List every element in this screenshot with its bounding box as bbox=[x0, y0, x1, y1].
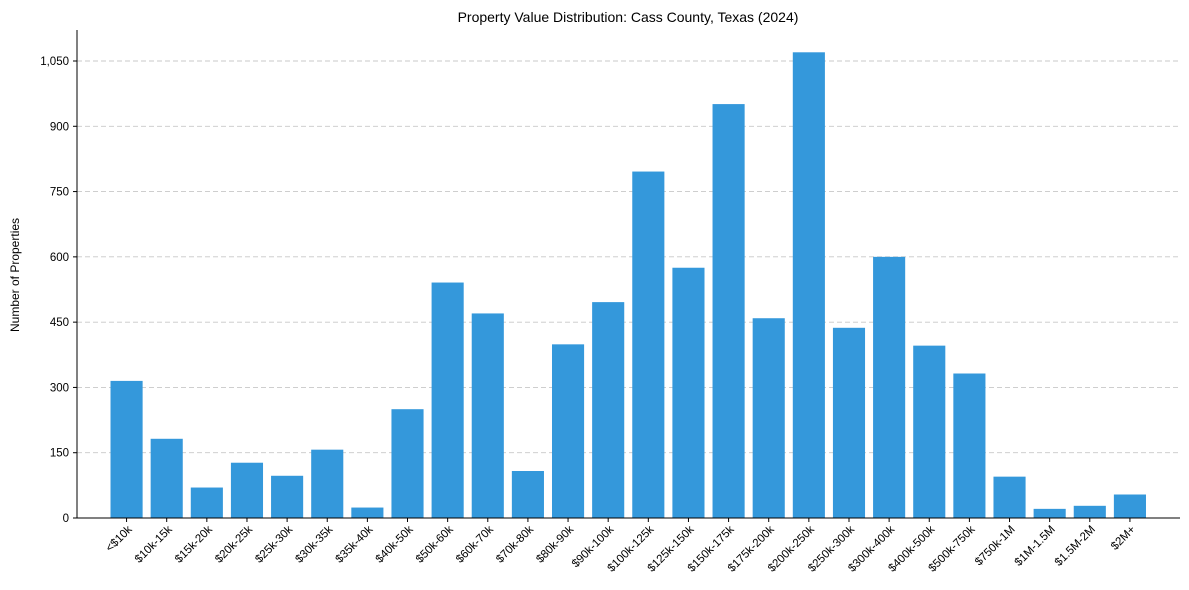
bars bbox=[110, 52, 1146, 519]
bar bbox=[913, 345, 946, 518]
y-tick-label: 150 bbox=[50, 448, 69, 460]
bar bbox=[471, 313, 504, 518]
bar bbox=[511, 470, 544, 518]
y-tick-label: 600 bbox=[50, 252, 69, 264]
bar bbox=[190, 487, 223, 518]
gridlines bbox=[77, 60, 1180, 454]
bar bbox=[672, 267, 705, 518]
x-tick-label: $60k-70k bbox=[454, 523, 496, 565]
y-axis-label: Number of Properties bbox=[8, 218, 22, 332]
bar bbox=[230, 462, 264, 518]
bar bbox=[993, 476, 1026, 518]
bar bbox=[391, 409, 424, 518]
bar bbox=[311, 449, 344, 518]
bar bbox=[752, 318, 785, 518]
y-tick-label: 0 bbox=[63, 513, 69, 525]
bar bbox=[712, 104, 745, 519]
x-tick-label: $750k-1M bbox=[973, 524, 1018, 569]
bar bbox=[551, 344, 585, 518]
y-tick-label: 1,050 bbox=[40, 56, 69, 68]
x-tick-label: <$10k bbox=[104, 523, 135, 554]
bar bbox=[271, 475, 304, 518]
bar bbox=[953, 373, 986, 518]
bar bbox=[1073, 505, 1106, 518]
x-tick-label: $1.5M-2M bbox=[1053, 524, 1098, 569]
x-tick-label: $1M-1.5M bbox=[1013, 524, 1058, 569]
y-tick-label: 750 bbox=[50, 187, 69, 199]
bar bbox=[431, 282, 464, 518]
bar bbox=[150, 438, 183, 518]
bar bbox=[632, 171, 665, 518]
x-tick-label: $2M+ bbox=[1109, 523, 1138, 552]
bar bbox=[1033, 508, 1066, 518]
x-tick-label: $25k-30k bbox=[253, 523, 295, 565]
bar bbox=[873, 256, 906, 518]
bar bbox=[110, 380, 143, 518]
x-tick-label: $80k-90k bbox=[534, 523, 576, 565]
x-tick-label: $30k-35k bbox=[293, 523, 335, 565]
x-tick-label: $50k-60k bbox=[414, 523, 456, 565]
bar bbox=[792, 52, 825, 519]
x-tick-label: $35k-40k bbox=[334, 523, 376, 565]
x-tick-label: $15k-20k bbox=[173, 523, 215, 565]
bar bbox=[592, 302, 625, 518]
x-tick-label: $10k-15k bbox=[133, 523, 175, 565]
y-tick-label: 450 bbox=[50, 317, 69, 329]
y-tick-label: 900 bbox=[50, 121, 69, 133]
y-tick-label: 300 bbox=[50, 382, 69, 394]
bar bbox=[1113, 494, 1146, 518]
chart-title: Property Value Distribution: Cass County… bbox=[458, 9, 799, 25]
x-tick-label: $20k-25k bbox=[213, 523, 255, 565]
bar bbox=[351, 507, 384, 518]
x-tick-label: $40k-50k bbox=[374, 523, 416, 565]
bar bbox=[832, 327, 866, 518]
x-tick-label: $70k-80k bbox=[494, 523, 536, 565]
